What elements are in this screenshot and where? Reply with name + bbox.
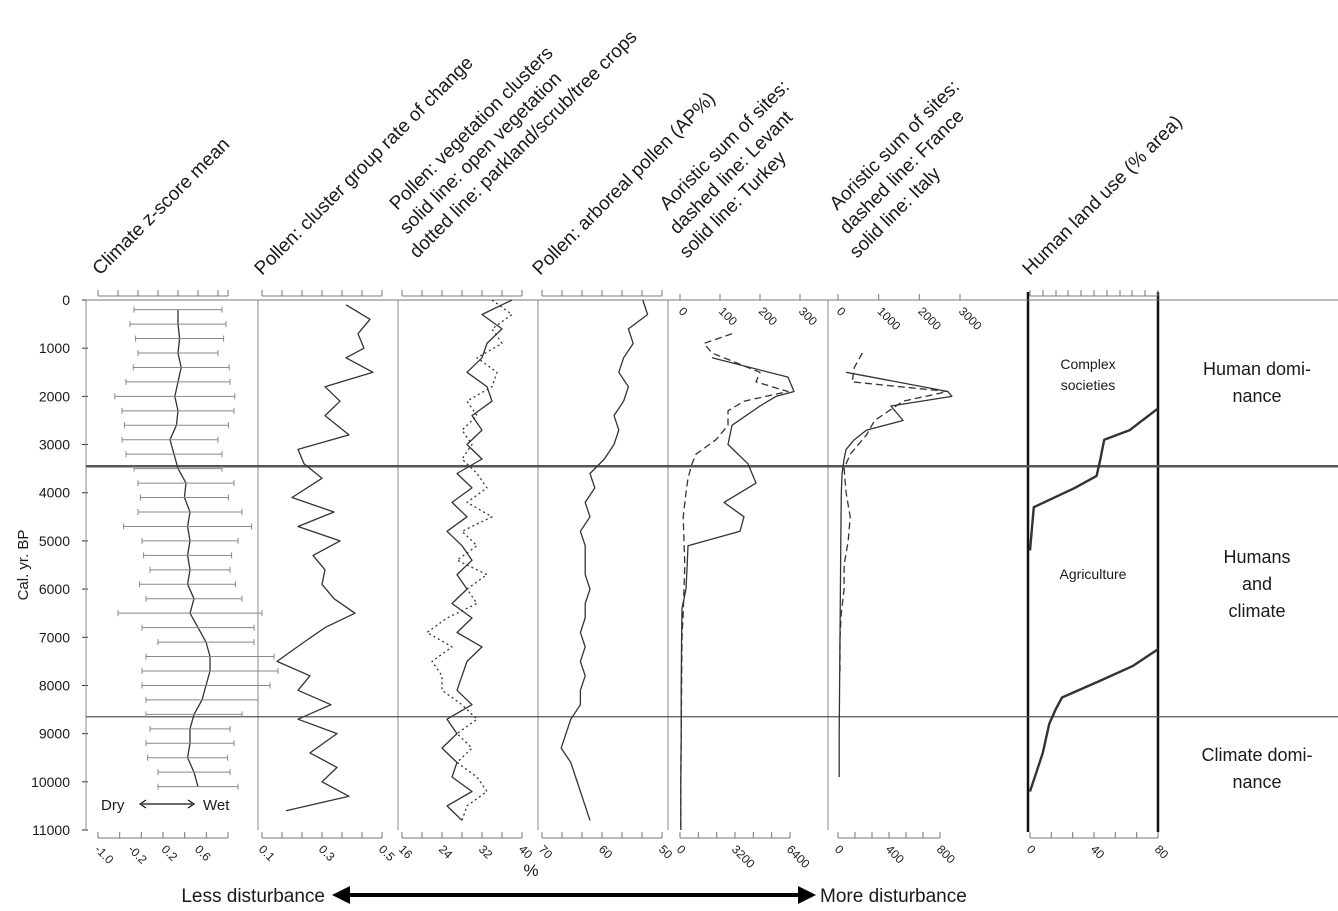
series-line-agriculture (1028, 648, 1159, 792)
bottom-tick-label: 0.3 (316, 842, 338, 864)
series-line-roc (276, 304, 374, 812)
series-line-levant (680, 333, 789, 830)
top-tick-label: 300 (796, 304, 820, 328)
percent-unit-label: % (523, 861, 538, 880)
bottom-tick-label: 24 (436, 842, 456, 862)
dry-wet-arrow-head (187, 799, 196, 809)
zone-label: nance (1232, 772, 1281, 792)
zone-label: climate (1228, 601, 1285, 621)
y-axis-label: Cal. yr. BP (15, 530, 32, 601)
wet-label: Wet (203, 797, 230, 814)
zone-label: Humans (1223, 547, 1290, 567)
bottom-tick-label: 80 (1152, 842, 1172, 862)
bottom-tick-label: -0.2 (125, 842, 150, 867)
series-line-complex-societies (1028, 407, 1159, 551)
series-line-open-vegetation (441, 299, 513, 821)
complex-societies-label: Complex (1060, 356, 1115, 372)
disturbance-arrow: Less disturbance More disturbance (181, 886, 967, 907)
zone-label: Climate domi- (1201, 745, 1312, 765)
y-tick-label: 6000 (39, 581, 70, 597)
bottom-tick-label: -1.0 (92, 842, 117, 867)
series-line-climate (169, 309, 211, 787)
top-tick-label: 100 (716, 304, 740, 328)
agriculture-label: Agriculture (1060, 566, 1127, 582)
bottom-tick-label: 40 (1088, 842, 1108, 862)
top-tick-label: 1000 (875, 304, 904, 333)
more-disturbance-label: More disturbance (820, 886, 967, 907)
zone-label: nance (1232, 386, 1281, 406)
series-line-ap (560, 299, 649, 821)
y-tick-label: 1000 (39, 340, 70, 356)
less-disturbance-label: Less disturbance (181, 886, 325, 907)
y-tick-label: 2000 (39, 388, 70, 404)
series-line-italy (838, 371, 953, 777)
dry-wet-arrow-head (138, 799, 147, 809)
y-tick-label: 0 (62, 292, 70, 308)
panel-roc: 0.1 0.3 0.5 (256, 290, 398, 864)
bottom-tick-label: 40 (516, 842, 536, 862)
panel-aor_france: 0 400 800 0 1000 2000 3000 (832, 294, 985, 867)
panel-aor_levant: 0 3200 6400 0 100 200 300 (674, 294, 820, 871)
y-axis: 0 1000 2000 3000 4000 5000 6000 7000 8000 9000 100… (31, 292, 88, 838)
top-tick-label: 0 (834, 304, 849, 319)
panel-frames (85, 292, 1338, 832)
panel-header-aor_france: Aoristic sum of sites:dashed line: Franc… (826, 76, 969, 262)
bottom-tick-label: 70 (536, 842, 556, 862)
y-tick-label: 7000 (39, 629, 70, 645)
panel-vegclust: 16 24 32 40 (396, 290, 536, 862)
bottom-tick-label: 800 (934, 842, 958, 866)
dry-label: Dry (101, 797, 125, 814)
top-tick-label: 3000 (956, 304, 985, 333)
series-line-turkey (680, 357, 795, 830)
bottom-tick-label: 0 (832, 842, 847, 857)
y-tick-label: 8000 (39, 677, 70, 693)
panel-landuse: 0 40 80 Complex societies Agriculture (1024, 290, 1172, 862)
series-line-france (839, 352, 949, 671)
top-tick-label: 2000 (915, 304, 944, 333)
panel-header-aor_levant: Aoristic sum of sites:dashed line: Levan… (656, 76, 798, 262)
panel-header-line: Human land use (% area) (1019, 112, 1187, 280)
bottom-tick-label: 6400 (784, 842, 813, 871)
bottom-tick-label: 0 (674, 842, 689, 857)
bottom-tick-label: 0.5 (376, 842, 398, 864)
top-tick-label: 200 (756, 304, 780, 328)
zone-label: Human domi- (1203, 359, 1311, 379)
y-tick-label: 3000 (39, 437, 70, 453)
panel-header-line: Climate z-score mean (89, 134, 235, 280)
bottom-tick-label: 0.2 (159, 842, 181, 864)
bottom-tick-label: 400 (883, 842, 907, 866)
bottom-tick-label: 50 (656, 842, 676, 862)
bottom-tick-label: 0 (1024, 842, 1039, 857)
y-tick-label: 4000 (39, 485, 70, 501)
panel-headers: Climate z-score mean Pollen: cluster grou… (89, 27, 1187, 280)
bottom-tick-label: 16 (396, 842, 416, 862)
y-tick-label: 10000 (31, 774, 70, 790)
complex-societies-label: societies (1061, 377, 1115, 393)
panel-ap: 70 60 50 (536, 290, 676, 862)
bottom-tick-label: 3200 (729, 842, 758, 871)
zone-label: and (1242, 574, 1272, 594)
series-line-parkland-scrub-tree-crops (426, 299, 513, 821)
panel-header-climate: Climate z-score mean (89, 134, 235, 280)
bottom-tick-label: 0.1 (256, 842, 278, 864)
bottom-tick-label: 0.6 (192, 842, 214, 864)
panel-climate: -1.0 -0.2 0.2 0.6 Dry Wet (92, 290, 279, 867)
y-tick-label: 11000 (32, 822, 70, 838)
y-tick-label: 5000 (39, 533, 70, 549)
zone-labels: Human domi-nance Humans and climate Climate … (1201, 359, 1312, 792)
top-tick-label: 0 (676, 304, 691, 319)
bottom-tick-label: 60 (596, 842, 616, 862)
bottom-tick-label: 32 (476, 842, 496, 862)
y-tick-label: 9000 (39, 726, 70, 742)
panel-header-landuse: Human land use (% area) (1019, 112, 1187, 280)
